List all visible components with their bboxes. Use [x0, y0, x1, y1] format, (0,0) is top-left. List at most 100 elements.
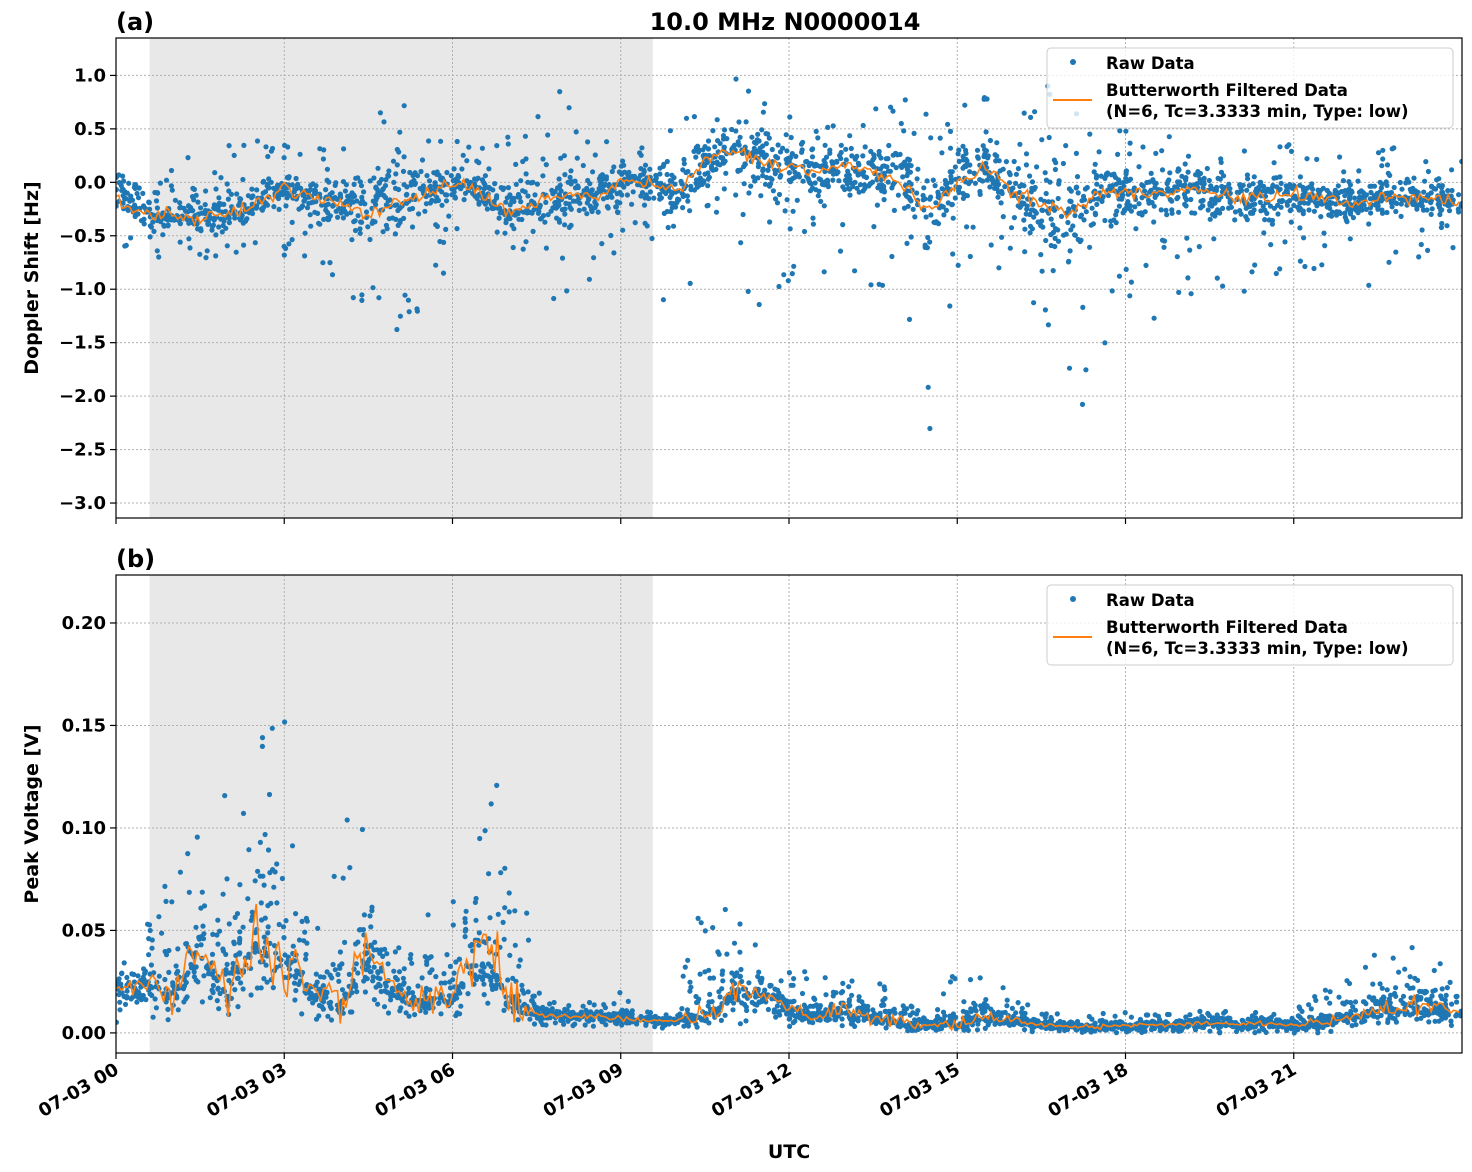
raw-data-point — [1428, 200, 1434, 206]
raw-data-point — [494, 229, 500, 235]
raw-data-point — [117, 999, 123, 1005]
raw-data-point — [262, 831, 268, 838]
raw-data-point — [523, 171, 529, 177]
raw-data-point — [146, 936, 152, 942]
raw-data-point — [760, 143, 766, 149]
raw-data-point — [774, 200, 781, 206]
raw-data-point — [992, 152, 998, 158]
raw-data-point — [983, 997, 989, 1003]
raw-data-point — [237, 199, 243, 206]
raw-data-point — [1251, 174, 1257, 180]
raw-data-point — [933, 219, 939, 225]
raw-data-point — [212, 170, 218, 176]
raw-data-point — [307, 212, 313, 218]
raw-data-point — [320, 156, 326, 162]
raw-data-point — [935, 1007, 941, 1013]
raw-data-point — [1418, 241, 1424, 248]
raw-data-point — [267, 870, 273, 876]
raw-data-point — [147, 971, 153, 977]
raw-data-point — [1414, 206, 1420, 212]
raw-data-point — [935, 194, 941, 200]
raw-data-point — [1277, 144, 1283, 150]
raw-data-point — [1261, 230, 1267, 236]
raw-data-point — [1375, 150, 1382, 156]
raw-data-point — [786, 970, 793, 976]
raw-data-point — [500, 919, 506, 926]
raw-data-point — [1318, 214, 1324, 220]
raw-data-point — [1054, 1011, 1060, 1017]
raw-data-point — [154, 205, 160, 211]
raw-data-point — [116, 180, 122, 186]
raw-data-point — [880, 998, 886, 1004]
raw-data-point — [304, 205, 311, 211]
raw-data-point — [833, 990, 839, 996]
raw-data-point — [1347, 192, 1353, 198]
raw-data-point — [709, 166, 715, 172]
raw-data-point — [299, 1011, 305, 1017]
raw-data-point — [794, 1014, 800, 1020]
raw-data-point — [133, 182, 139, 188]
raw-data-point — [1356, 168, 1362, 174]
raw-data-point — [340, 215, 346, 221]
raw-data-point — [444, 192, 450, 198]
raw-data-point — [691, 114, 698, 120]
raw-data-point — [1271, 175, 1277, 181]
raw-data-point — [860, 153, 866, 159]
raw-data-point — [1246, 183, 1252, 189]
raw-data-point — [225, 196, 231, 202]
raw-data-point — [808, 181, 814, 187]
raw-data-point — [979, 166, 986, 172]
raw-data-point — [852, 179, 858, 185]
raw-data-point — [343, 198, 350, 204]
raw-data-point — [357, 226, 363, 232]
raw-data-point — [1060, 160, 1066, 167]
raw-data-point — [856, 189, 862, 195]
raw-data-point — [629, 201, 635, 207]
raw-data-point — [868, 282, 874, 288]
raw-data-point — [900, 174, 906, 180]
raw-data-point — [116, 172, 122, 178]
raw-data-point — [386, 216, 392, 222]
raw-data-point — [983, 129, 989, 135]
raw-data-point — [914, 176, 920, 182]
raw-data-point — [1438, 224, 1444, 231]
raw-data-point — [460, 152, 466, 158]
raw-data-point — [300, 192, 306, 198]
raw-data-point — [162, 883, 168, 890]
raw-data-point — [1446, 208, 1453, 214]
raw-data-point — [773, 1014, 779, 1020]
raw-data-point — [373, 197, 379, 203]
raw-data-point — [494, 977, 500, 983]
raw-data-point — [621, 162, 627, 168]
raw-data-point — [128, 996, 134, 1002]
raw-data-point — [381, 119, 387, 125]
raw-data-point — [923, 111, 929, 117]
raw-data-point — [124, 974, 130, 981]
raw-data-point — [301, 198, 307, 204]
raw-data-point — [219, 229, 225, 235]
raw-data-point — [564, 288, 570, 294]
raw-data-point — [611, 164, 617, 170]
raw-data-point — [1355, 178, 1361, 184]
raw-data-point — [1241, 288, 1247, 294]
raw-data-point — [932, 183, 938, 189]
raw-data-point — [825, 124, 831, 130]
raw-data-point — [691, 148, 697, 154]
raw-data-point — [1136, 164, 1142, 170]
raw-data-point — [453, 959, 459, 965]
raw-data-point — [765, 131, 771, 137]
raw-data-point — [503, 199, 509, 205]
raw-data-point — [1428, 211, 1434, 217]
raw-data-point — [263, 144, 269, 150]
raw-data-point — [680, 193, 686, 199]
raw-data-point — [1027, 211, 1033, 218]
raw-data-point — [1207, 202, 1213, 208]
raw-data-point — [359, 297, 365, 303]
raw-data-point — [232, 215, 238, 221]
raw-data-point — [1355, 210, 1361, 216]
raw-data-point — [884, 164, 890, 170]
raw-data-point — [1142, 188, 1148, 194]
raw-data-point — [626, 169, 632, 175]
raw-data-point — [378, 988, 384, 995]
raw-data-point — [1214, 275, 1220, 281]
